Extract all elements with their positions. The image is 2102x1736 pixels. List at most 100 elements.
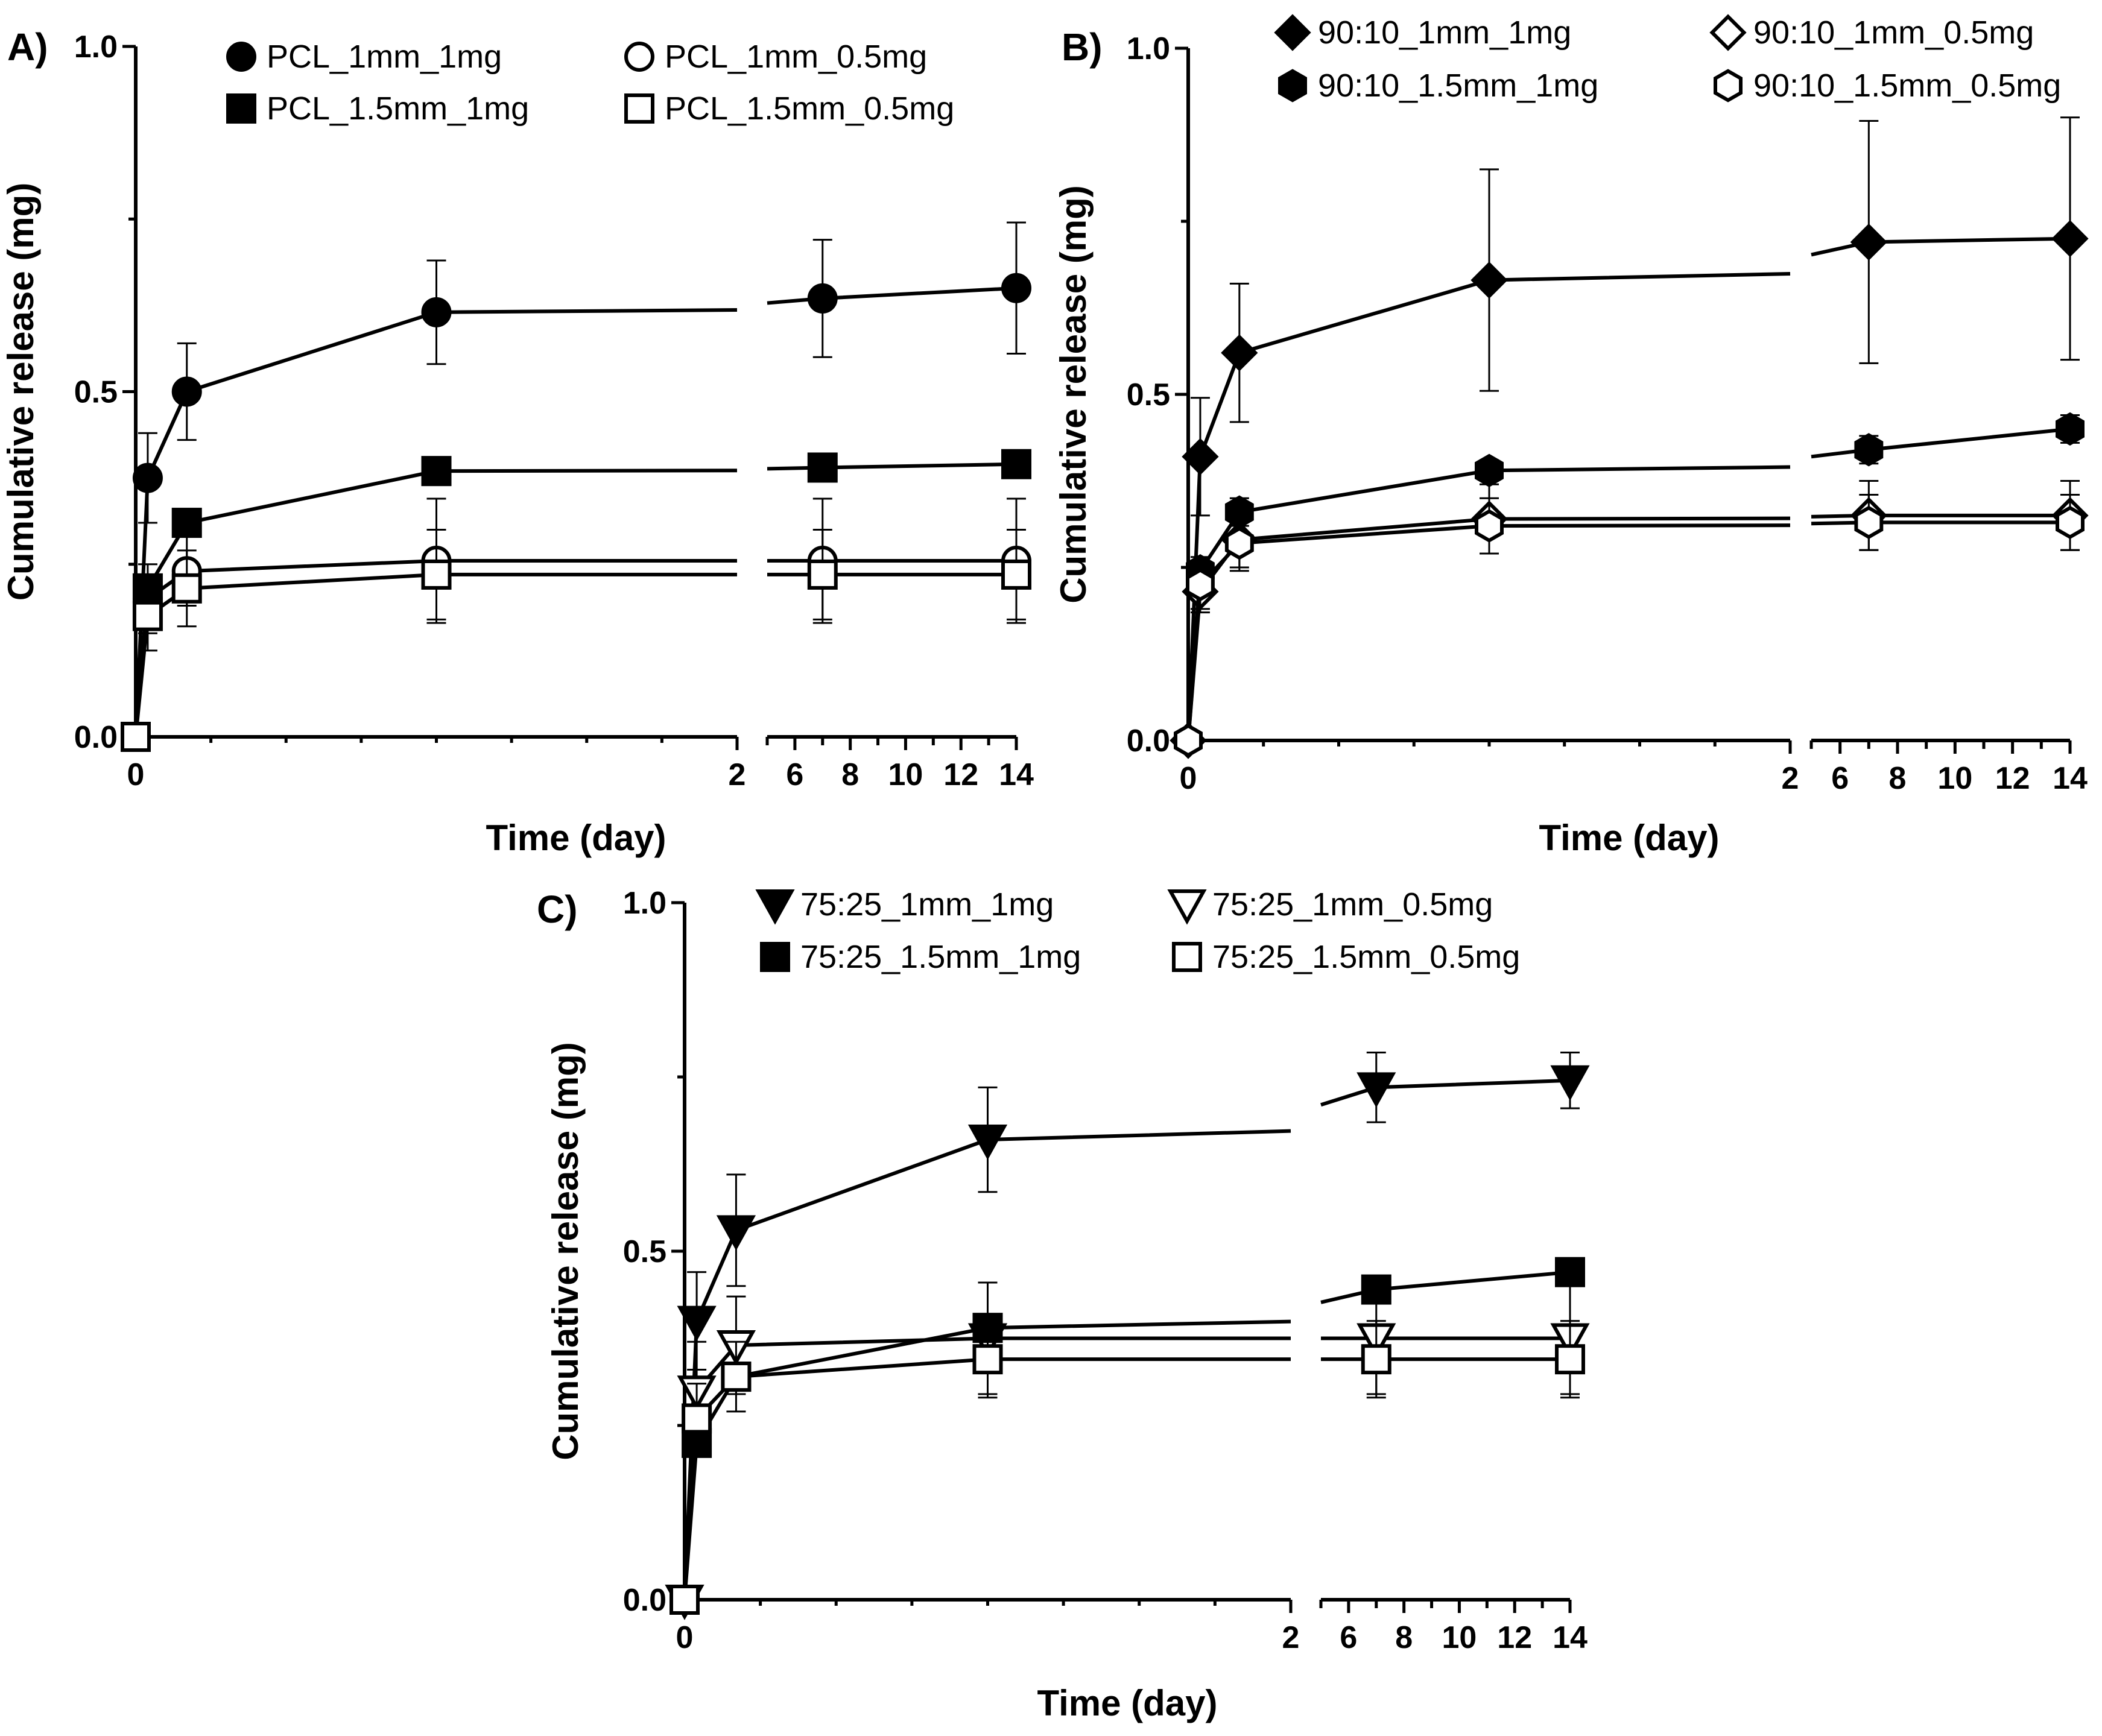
data-point [677,1305,717,1342]
data-point [967,1125,1008,1160]
data-point [716,1215,756,1251]
data-point [1361,1274,1391,1305]
chart-panel-3: C) 0.0 0.5 1.0 0 2 6 8 10 12 14 Time (day) Cumulativ… [537,886,1590,1723]
data-point [1550,1065,1590,1101]
data-point [421,297,452,327]
x-tick-label: 14 [2053,761,2088,796]
data-point [1361,1344,1391,1375]
legend-label: PCL_1.5mm_0.5mg [665,90,954,127]
x-tick-label: 8 [1395,1620,1413,1655]
series-4 [121,529,1031,752]
data-point [1850,223,1887,261]
data-point [171,508,202,538]
y-tick-label: 0.5 [74,375,118,410]
legend-marker [755,889,795,925]
x-axis-label: Time (day) [1539,818,1720,858]
series-1 [121,221,1031,752]
legend-marker [624,93,654,124]
x-tick-label: 8 [841,757,859,792]
data-point [2056,412,2085,446]
legend-label: 90:10_1.5mm_1mg [1318,68,1598,104]
series-line [1811,427,2071,459]
legend-marker [226,93,256,124]
x-tick-label: 10 [888,757,923,792]
y-tick-label: 0.0 [74,720,118,755]
series-line [1811,236,2071,257]
panel-label: C) [537,888,578,931]
legend-marker [226,42,256,72]
x-tick-label: 2 [729,757,746,792]
legend: PCL_1mm_1mg PCL_1mm_0.5mg PCL_1.5mm_1mg PCL… [226,39,954,127]
data-point [1555,1344,1585,1375]
series-line [1320,1078,1571,1107]
series-1 [1170,116,2089,759]
x-tick-label: 14 [999,757,1034,792]
legend-label: 75:25_1.5mm_0.5mg [1212,939,1520,975]
y-tick-label: 0.0 [1127,724,1170,759]
x-tick-label: 2 [1282,1620,1300,1655]
x-tick-label: 2 [1782,761,1799,796]
legend-label: PCL_1.5mm_1mg [267,90,529,127]
y-tick-label: 0.5 [1127,377,1170,412]
data-point [1186,568,1215,602]
series-3 [1174,412,2085,757]
x-axis-label: Time (day) [486,818,666,858]
data-point [972,1344,1003,1375]
series-line [1186,523,1791,741]
x-tick-label: 0 [676,1620,694,1655]
data-point [1224,526,1254,560]
data-point [1854,433,1884,467]
legend-marker [1709,14,1747,51]
data-point [1182,438,1219,475]
legend-marker [624,42,654,72]
y-axis-label: Cumulative release (mg) [1,183,41,601]
data-point [1470,261,1508,299]
legend-marker [1274,14,1311,51]
legend-label: 75:25_1.5mm_1mg [800,939,1081,975]
x-tick-label: 8 [1889,761,1907,796]
series-3 [121,449,1031,752]
x-tick-label: 12 [1497,1620,1532,1655]
x-tick-label: 0 [127,757,145,792]
series-line [1811,520,2070,526]
x-tick-label: 10 [1442,1620,1477,1655]
legend-label: 90:10_1mm_1mg [1318,14,1571,51]
x-tick-label: 6 [1831,761,1849,796]
series-3 [670,1257,1585,1615]
legend-marker [760,942,790,972]
legend-marker [1714,69,1743,103]
x-tick-label: 14 [1553,1620,1588,1655]
y-axis-label: Cumulative release (mg) [1053,185,1094,604]
panel-label: A) [7,25,48,69]
data-point [1174,724,1203,757]
series-line [767,286,1017,305]
legend-label: PCL_1mm_1mg [267,39,502,75]
y-axis-label: Cumulative release (mg) [545,1042,586,1460]
panel-label: B) [1062,25,1103,69]
data-point [1854,505,1884,540]
x-tick-label: 0 [1180,761,1197,796]
data-point [1356,1072,1396,1108]
series-2 [665,1281,1590,1620]
series-4 [1174,493,2085,757]
legend-label: 90:10_1.5mm_0.5mg [1753,68,2061,104]
series-4 [670,1320,1585,1615]
data-point [421,559,452,590]
legend-marker [1167,889,1207,925]
x-axis-label: Time (day) [1037,1683,1218,1723]
data-point [807,559,838,590]
data-point [171,573,202,604]
legend: 75:25_1mm_1mg 75:25_1mm_0.5mg 75:25_1.5mm_… [755,886,1520,975]
data-point [132,601,163,631]
legend: 90:10_1mm_1mg 90:10_1mm_0.5mg 90:10_1.5mm_… [1274,14,2061,104]
chart-panel-1: A) 0.0 0.5 1.0 0 2 6 8 10 12 14 Time (day) Cumulativ… [1,25,1034,858]
data-point [1001,273,1031,303]
y-tick-label: 1.0 [623,886,666,921]
data-point [1001,449,1031,479]
data-point [721,1362,752,1392]
data-point [1555,1257,1585,1287]
x-tick-label: 12 [1995,761,2030,796]
data-point [2056,505,2085,540]
data-point [171,376,202,407]
